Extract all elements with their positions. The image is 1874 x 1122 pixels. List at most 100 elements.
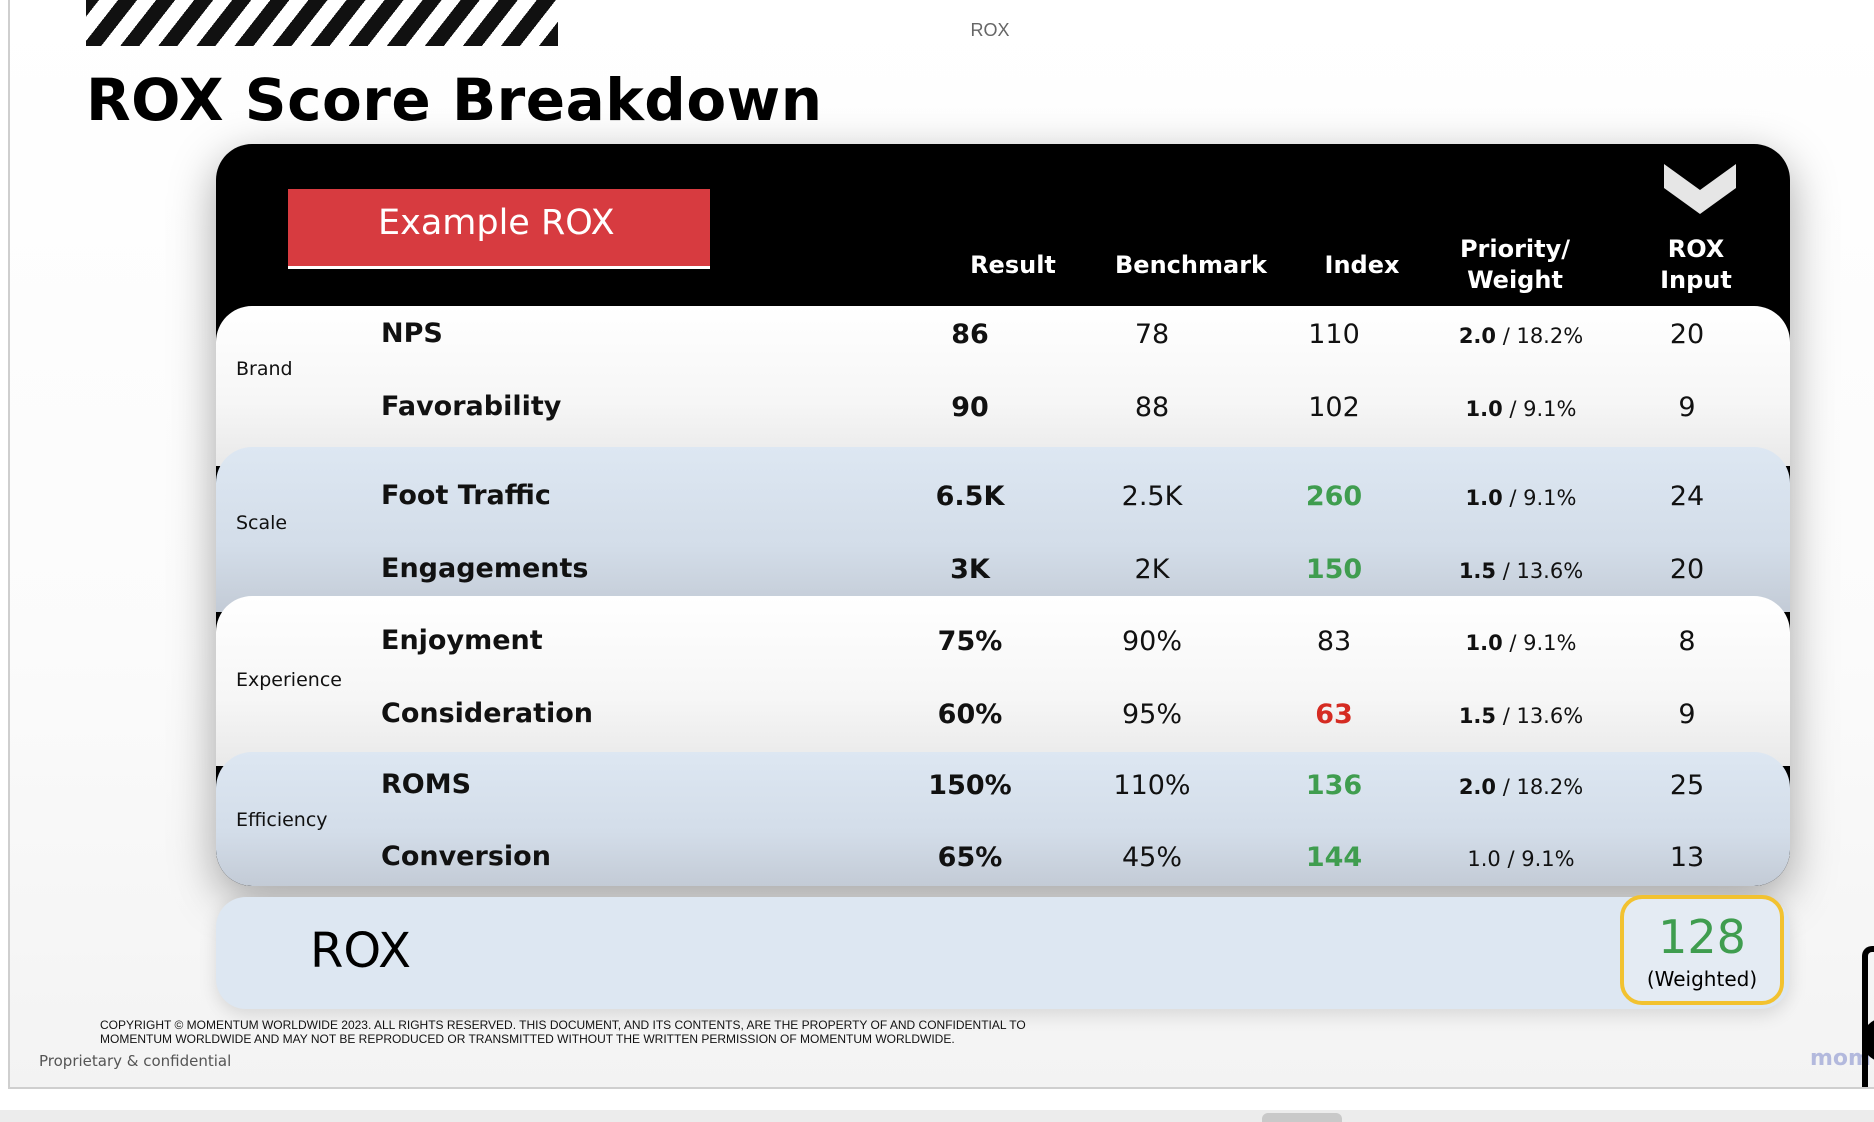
column-header-priority-weight: Priority/ Weight <box>1415 234 1615 296</box>
rox-input-value: 9 <box>1678 392 1696 423</box>
priority-value: 1.0 <box>1465 397 1503 421</box>
benchmark-value: 45% <box>1121 842 1182 873</box>
group-band-brand: Brand NPS 86 78 110 2.0 / 18.2% 20 Favor… <box>216 306 1790 466</box>
group-label-brand: Brand <box>236 358 293 380</box>
priority-weight-value: 1.0 / 9.1% <box>1465 397 1577 421</box>
rox-input-value: 13 <box>1669 842 1705 873</box>
result-value: 65% <box>937 842 1003 873</box>
priority-weight-value: 1.0 / 9.1% <box>1465 631 1577 655</box>
priority-value: 1.5 <box>1458 559 1497 583</box>
group-label-efficiency: Efficiency <box>236 809 328 831</box>
metric-name: ROMS <box>381 769 472 800</box>
priority-weight-value: 1.0 / 9.1% <box>1467 847 1575 871</box>
priority-value: 1.0 <box>1465 631 1503 655</box>
weight-value: 9.1% <box>1521 847 1575 871</box>
result-value: 6.5K <box>935 481 1005 512</box>
priority-value: 2.0 <box>1458 775 1497 799</box>
benchmark-value: 2K <box>1134 554 1170 585</box>
table-row: Foot Traffic 6.5K 2.5K 260 1.0 / 9.1% 24 <box>216 468 1790 528</box>
weight-value: 13.6% <box>1516 559 1584 583</box>
stripe-decoration <box>86 0 558 46</box>
example-badge-label: Example ROX <box>378 203 615 243</box>
rox-score-note: (Weighted) <box>1646 967 1758 991</box>
index-value: 63 <box>1315 699 1353 730</box>
rox-score-box: 128 (Weighted) <box>1620 895 1784 1005</box>
page-title: ROX Score Breakdown <box>86 66 823 134</box>
rox-input-value: 20 <box>1669 554 1705 585</box>
result-value: 75% <box>937 626 1003 657</box>
index-value: 136 <box>1305 770 1363 801</box>
group-band-scale: Scale Foot Traffic 6.5K 2.5K 260 1.0 / 9… <box>216 447 1790 612</box>
table-row: Favorability 90 88 102 1.0 / 9.1% 9 <box>216 379 1790 439</box>
result-value: 60% <box>937 699 1003 730</box>
index-value: 102 <box>1308 392 1360 423</box>
benchmark-value: 90% <box>1121 626 1182 657</box>
copyright-notice: COPYRIGHT © MOMENTUM WORLDWIDE 2023. ALL… <box>100 1018 1100 1046</box>
index-value: 150 <box>1305 554 1363 585</box>
weight-value: 13.6% <box>1516 704 1584 728</box>
group-band-efficiency: Efficiency ROMS 150% 110% 136 2.0 / 18.2… <box>216 752 1790 886</box>
priority-weight-value: 2.0 / 18.2% <box>1458 324 1584 348</box>
metric-name: Enjoyment <box>381 625 543 656</box>
weight-value: 9.1% <box>1523 631 1577 655</box>
rox-input-value: 25 <box>1669 770 1705 801</box>
metric-name: Consideration <box>381 698 594 729</box>
metric-name: Foot Traffic <box>381 480 551 511</box>
weight-value: 18.2% <box>1516 775 1584 799</box>
copyright-line-1: COPYRIGHT © MOMENTUM WORLDWIDE 2023. ALL… <box>100 1018 1026 1032</box>
scrollbar-thumb[interactable] <box>1262 1113 1342 1122</box>
group-band-experience: Experience Enjoyment 75% 90% 83 1.0 / 9.… <box>216 596 1790 766</box>
benchmark-value: 95% <box>1121 699 1182 730</box>
metric-name: Favorability <box>381 391 562 422</box>
rox-input-value: 20 <box>1669 319 1705 350</box>
copyright-line-2: MOMENTUM WORLDWIDE AND MAY NOT BE REPROD… <box>100 1032 955 1046</box>
slide-top-label: ROX <box>970 20 1010 40</box>
horizontal-scrollbar[interactable] <box>0 1110 1874 1122</box>
table-row: Engagements 3K 2K 150 1.5 / 13.6% 20 <box>216 541 1790 601</box>
priority-value: 2.0 <box>1458 324 1497 348</box>
rox-total-label: ROX <box>310 923 411 979</box>
table-row: Enjoyment 75% 90% 83 1.0 / 9.1% 8 <box>216 613 1790 673</box>
group-label-scale: Scale <box>236 512 288 534</box>
edge-decoration <box>1862 946 1874 1087</box>
table-row: Consideration 60% 95% 63 1.5 / 13.6% 9 <box>216 686 1790 746</box>
column-header-rox-input: ROX Input <box>1596 234 1790 296</box>
priority-value: 1.0 <box>1465 486 1503 510</box>
column-header-input-line1: ROX <box>1667 235 1725 263</box>
rox-input-value: 8 <box>1678 626 1696 657</box>
rox-input-value: 9 <box>1678 699 1696 730</box>
column-header-priority-line1: Priority/ <box>1459 235 1571 263</box>
weight-value: 9.1% <box>1523 486 1577 510</box>
column-header-benchmark: Benchmark <box>1115 251 1267 279</box>
column-header-index: Index <box>1324 251 1400 279</box>
group-label-experience: Experience <box>236 669 342 691</box>
chevron-down-icon <box>1664 164 1736 214</box>
rox-input-value: 24 <box>1669 481 1705 512</box>
column-header-priority-line2: Weight <box>1467 266 1563 294</box>
index-value: 110 <box>1308 319 1360 350</box>
priority-value: 1.0 <box>1467 847 1501 871</box>
benchmark-value: 88 <box>1134 392 1170 423</box>
slide: ROX ROX Score Breakdown Example ROX Resu… <box>8 0 1874 1089</box>
priority-weight-value: 1.0 / 9.1% <box>1465 486 1577 510</box>
index-value: 83 <box>1316 626 1352 657</box>
rox-total-bar: ROX 128 (Weighted) <box>216 895 1790 1009</box>
table-row: NPS 86 78 110 2.0 / 18.2% 20 <box>216 306 1790 366</box>
benchmark-value: 78 <box>1134 319 1170 350</box>
table-row: Conversion 65% 45% 144 1.0 / 9.1% 13 <box>216 829 1790 886</box>
table-row: ROMS 150% 110% 136 2.0 / 18.2% 25 <box>216 757 1790 817</box>
priority-weight-value: 2.0 / 18.2% <box>1458 775 1584 799</box>
example-badge: Example ROX <box>288 189 710 269</box>
score-table: Example ROX Result Benchmark Index Prior… <box>216 144 1790 886</box>
result-value: 90 <box>951 392 989 423</box>
weight-value: 18.2% <box>1516 324 1584 348</box>
benchmark-value: 2.5K <box>1121 481 1183 512</box>
edge-decoration-dot <box>1862 1018 1874 1062</box>
priority-weight-value: 1.5 / 13.6% <box>1458 559 1584 583</box>
column-header-input-line2: Input <box>1660 266 1732 294</box>
result-value: 3K <box>950 554 990 585</box>
metric-name: NPS <box>381 318 443 349</box>
benchmark-value: 110% <box>1113 770 1191 801</box>
index-value: 260 <box>1305 481 1363 512</box>
index-value: 144 <box>1305 842 1363 873</box>
